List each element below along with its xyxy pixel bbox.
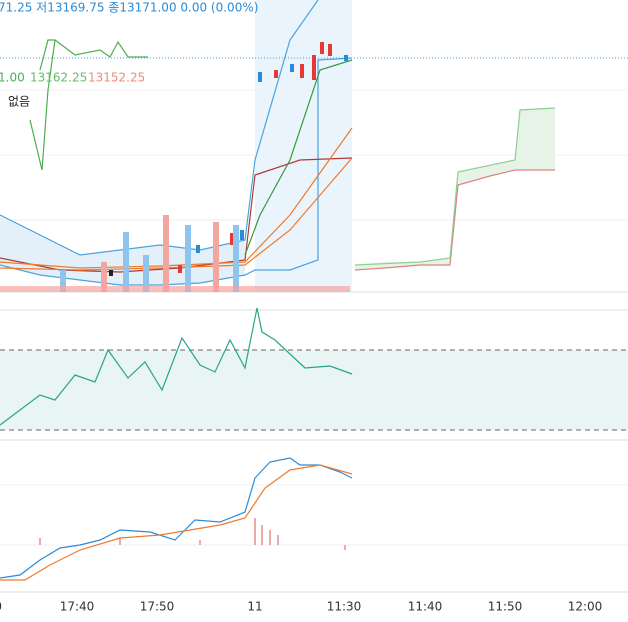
x-tick-label: 11:40 [408, 600, 443, 614]
x-tick-label: 17:40 [60, 600, 95, 614]
legend-value: 13152.25 [88, 71, 145, 85]
legend-value: 없음 [8, 95, 30, 109]
macd-histogram [39, 518, 346, 550]
x-tick-label: 12:00 [568, 600, 603, 614]
volume-bars [0, 215, 350, 292]
x-tick-label: 17:50 [140, 600, 175, 614]
x-tick-label: 11:30 [327, 600, 362, 614]
legend-value: 13162.25 [30, 71, 87, 85]
backdrop [0, 0, 628, 593]
price-info: 71.25 저13169.75 종13171.00 0.00 (0.00%) [0, 1, 258, 15]
indicator-lines [0, 0, 556, 581]
x-tick-label: 30 [0, 600, 2, 614]
legend-value: 1.00 [0, 71, 25, 85]
x-tick-label: 11 [247, 600, 262, 614]
x-tick-label: 11:50 [488, 600, 523, 614]
